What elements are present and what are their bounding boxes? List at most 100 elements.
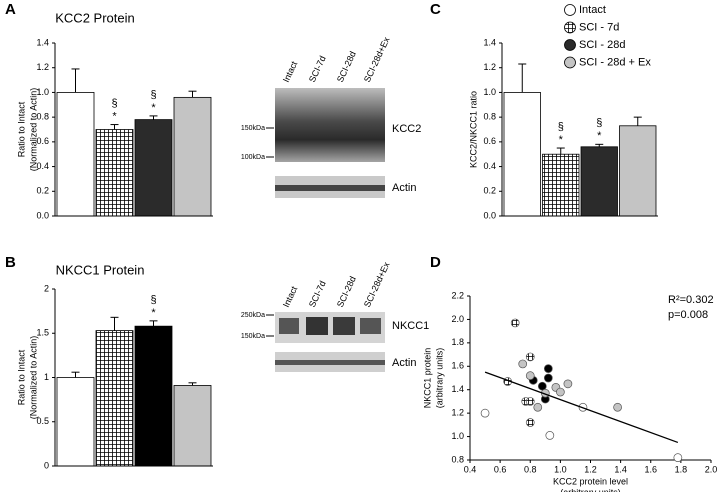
scatter-point <box>510 318 520 328</box>
lane-label: Intact <box>281 59 300 84</box>
scatter-point <box>545 431 555 440</box>
scatter-point <box>543 373 553 383</box>
y-axis-label: Ratio to Intact <box>16 349 26 405</box>
scatter-point <box>563 379 573 389</box>
y-tick-label: 0.8 <box>36 112 49 122</box>
bar <box>134 325 173 467</box>
y-tick-label: 2.2 <box>451 290 464 300</box>
band-label: NKCC1 <box>392 320 429 332</box>
band-label: Actin <box>392 357 416 369</box>
lane-label: SCI-28d+Ex <box>362 260 392 309</box>
x-tick-label: 2.0 <box>705 464 718 474</box>
y-axis-label: NKCC1 protein <box>422 348 432 409</box>
x-tick-label: 1.0 <box>554 464 567 474</box>
significance-mark: * <box>151 307 156 319</box>
bar <box>95 129 134 217</box>
legend-marker <box>564 39 576 51</box>
blot-band <box>360 318 381 334</box>
bar <box>503 92 541 217</box>
y-tick-label: 1.0 <box>483 87 496 97</box>
lane-label: Intact <box>281 284 300 309</box>
scatter-point <box>613 402 622 412</box>
lane-label: SCI-7d <box>307 54 328 84</box>
significance-mark: * <box>559 134 564 146</box>
y-tick-label: 2 <box>44 283 49 293</box>
legend-marker <box>564 21 576 34</box>
legend-label: Intact <box>579 4 606 16</box>
panel-label: D <box>430 254 441 271</box>
panel-label: A <box>5 1 16 18</box>
lane-label: SCI-7d <box>307 279 328 309</box>
y-tick-label: 1.2 <box>483 62 496 72</box>
significance-mark: * <box>597 130 602 142</box>
y-axis-label: (Normalized to Actin) <box>28 336 38 420</box>
x-axis-label: (arbitrary units) <box>560 487 621 492</box>
band-label: Actin <box>392 182 416 194</box>
size-marker: 150kDa <box>241 125 265 132</box>
blot-band <box>275 185 385 191</box>
y-tick-label: 1.6 <box>451 361 464 371</box>
y-tick-label: 0.5 <box>36 416 49 426</box>
bar <box>173 96 212 217</box>
y-tick-label: 2.0 <box>451 314 464 324</box>
legend-label: SCI - 28d + Ex <box>579 56 651 68</box>
y-tick-label: 0.4 <box>483 161 496 171</box>
x-tick-label: 1.2 <box>584 464 597 474</box>
y-tick-label: 1.2 <box>36 62 49 72</box>
x-tick-label: 0.8 <box>524 464 537 474</box>
legend-marker <box>564 4 576 16</box>
size-marker: 150kDa <box>241 333 265 340</box>
stat-annotation: R²=0.302 <box>668 294 714 306</box>
y-tick-label: 1.0 <box>451 431 464 441</box>
y-tick-label: 1.0 <box>36 87 49 97</box>
legend-label: SCI - 28d <box>579 39 625 51</box>
bar <box>95 330 134 467</box>
significance-mark: § <box>150 89 156 101</box>
x-axis-label: KCC2 protein level <box>553 476 628 486</box>
y-tick-label: 0.6 <box>483 136 496 146</box>
scatter-point <box>533 402 543 412</box>
panel-label: C <box>430 1 441 18</box>
significance-mark: * <box>112 110 117 122</box>
scatter-point <box>673 453 683 463</box>
y-tick-label: 1.4 <box>451 384 464 394</box>
significance-mark: § <box>596 117 602 129</box>
y-tick-label: 1 <box>44 372 49 382</box>
bar <box>542 153 580 217</box>
y-tick-label: 1.2 <box>451 408 464 418</box>
y-tick-label: 0 <box>44 460 49 470</box>
lane-label: SCI-28d <box>335 50 358 84</box>
y-tick-label: 0.4 <box>36 161 49 171</box>
bar <box>134 119 173 217</box>
size-marker: 250kDa <box>241 312 265 319</box>
y-tick-label: 0.0 <box>483 210 496 220</box>
y-tick-label: 1.4 <box>483 37 496 47</box>
scatter-point <box>543 364 553 373</box>
blot-band <box>306 317 328 335</box>
lane-label: SCI-28d <box>335 275 358 309</box>
significance-mark: § <box>111 97 117 109</box>
y-tick-label: 1.4 <box>36 37 49 47</box>
scatter-point <box>525 418 535 427</box>
x-tick-label: 0.4 <box>464 464 477 474</box>
x-tick-label: 1.4 <box>614 464 627 474</box>
y-axis-label: (Normalized to Actin) <box>28 88 38 172</box>
legend-marker <box>564 56 576 69</box>
chart-title: NKCC1 Protein <box>56 262 145 277</box>
y-tick-label: 0.8 <box>451 454 464 464</box>
y-tick-label: 0.2 <box>36 186 49 196</box>
bar <box>619 125 657 217</box>
significance-mark: § <box>150 294 156 306</box>
scatter-point <box>518 359 528 369</box>
y-axis-label: KCC2/NKCC1 ratio <box>468 91 478 168</box>
scatter-point <box>525 397 535 406</box>
y-tick-label: 0.8 <box>483 112 496 122</box>
x-tick-label: 1.6 <box>644 464 657 474</box>
scatter-point <box>525 352 535 362</box>
panel-label: B <box>5 254 16 271</box>
bar <box>173 385 212 467</box>
x-tick-label: 1.8 <box>675 464 688 474</box>
significance-mark: § <box>558 121 564 133</box>
y-axis-label: (arbitrary units) <box>434 348 444 409</box>
